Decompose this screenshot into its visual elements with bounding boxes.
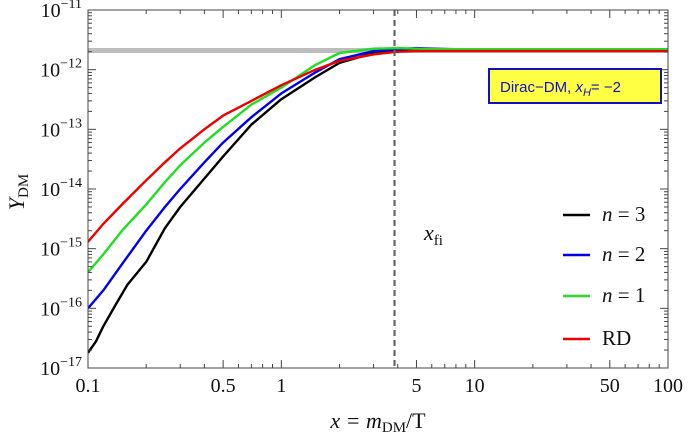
y-tick-label: 10−17 [40, 355, 82, 380]
x-tick-label: 50 [600, 375, 620, 397]
plot-frame [87, 9, 669, 369]
series-line-3 [88, 49, 668, 243]
x-fi-annotation: xfi [423, 220, 443, 249]
legend-label: n = 3 [602, 202, 645, 226]
info-box: Dirac−DM, xH= −2 [488, 68, 662, 104]
x-tick-label: 10 [465, 375, 485, 397]
legend: n = 3 n = 2 n = 1 RD [563, 202, 645, 350]
y-tick-label: 10−15 [40, 236, 82, 261]
x-tick-label: 0.5 [211, 375, 236, 397]
y-tick-label: 10−11 [41, 0, 82, 22]
x-axis-title: x = mDM/T [329, 408, 426, 436]
series-line-2 [88, 46, 668, 274]
x-tick-label: 100 [653, 375, 683, 397]
y-tick-label: 10−12 [40, 57, 82, 82]
legend-label: n = 2 [602, 242, 645, 266]
x-tick-label: 0.1 [76, 375, 101, 397]
x-tick-label: 5 [411, 375, 421, 397]
y-axis-title: YDM [4, 174, 32, 210]
svg-text:Dirac−DM, xH= −2: Dirac−DM, xH= −2 [500, 79, 621, 99]
legend-label: n = 1 [602, 283, 645, 307]
x-tick-label: 1 [276, 375, 286, 397]
legend-label: RD [602, 326, 631, 350]
y-tick-label: 10−16 [40, 295, 82, 320]
y-tick-label: 10−13 [40, 116, 82, 141]
y-tick-label: 10−14 [40, 176, 82, 201]
